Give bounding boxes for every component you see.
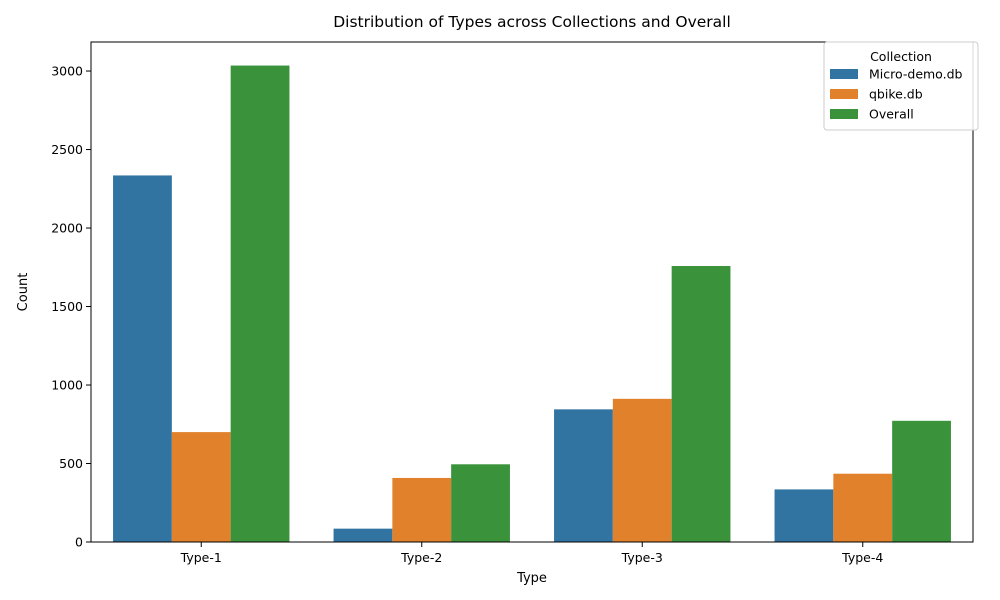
legend-swatch (830, 69, 858, 79)
bar-type-3-overall (671, 266, 731, 542)
legend-label: Micro-demo.db (869, 67, 963, 82)
x-tick-label: Type-2 (400, 550, 442, 565)
y-tick-label: 3000 (51, 64, 83, 79)
bar-type-4-micro-demo-db (774, 489, 834, 542)
legend-frame (823, 41, 979, 131)
legend: Collection Micro-demo.db qbike.db Overall (823, 41, 979, 131)
y-tick-label: 2000 (51, 221, 83, 236)
bar-type-1-overall (230, 65, 290, 542)
x-tick-label: Type-1 (180, 550, 222, 565)
legend-title: Collection (870, 49, 932, 64)
y-axis-label: Count (16, 273, 31, 312)
legend-label: Overall (869, 107, 914, 122)
plot-frame (90, 41, 974, 543)
bar-type-3-qbike-db (612, 398, 672, 542)
legend-label: qbike.db (869, 87, 923, 102)
bar-type-1-qbike-db (171, 432, 231, 542)
bars-group (113, 65, 951, 542)
legend-swatch (830, 89, 858, 99)
y-tick-label: 1500 (51, 299, 83, 314)
bar-type-2-overall (451, 464, 510, 542)
x-axis: Type-1 Type-2 Type-3 Type-4 (180, 542, 883, 565)
y-axis: 0 500 1000 1500 2000 2500 3000 (51, 64, 91, 550)
chart-title: Distribution of Types across Collections… (333, 13, 731, 31)
x-tick-label: Type-3 (621, 550, 663, 565)
y-tick-label: 500 (59, 456, 83, 471)
y-tick-label: 2500 (51, 142, 83, 157)
x-tick-label: Type-4 (841, 550, 883, 565)
bar-type-3-micro-demo-db (554, 409, 613, 542)
bar-type-2-micro-demo-db (333, 528, 393, 542)
x-axis-label: Type (516, 571, 547, 586)
y-tick-label: 1000 (51, 378, 83, 393)
bar-type-4-qbike-db (833, 473, 893, 542)
bar-type-1-micro-demo-db (113, 175, 172, 542)
bar-type-4-overall (892, 420, 951, 542)
legend-swatch (830, 109, 858, 119)
bar-type-2-qbike-db (392, 477, 452, 542)
y-tick-label: 0 (75, 535, 83, 550)
